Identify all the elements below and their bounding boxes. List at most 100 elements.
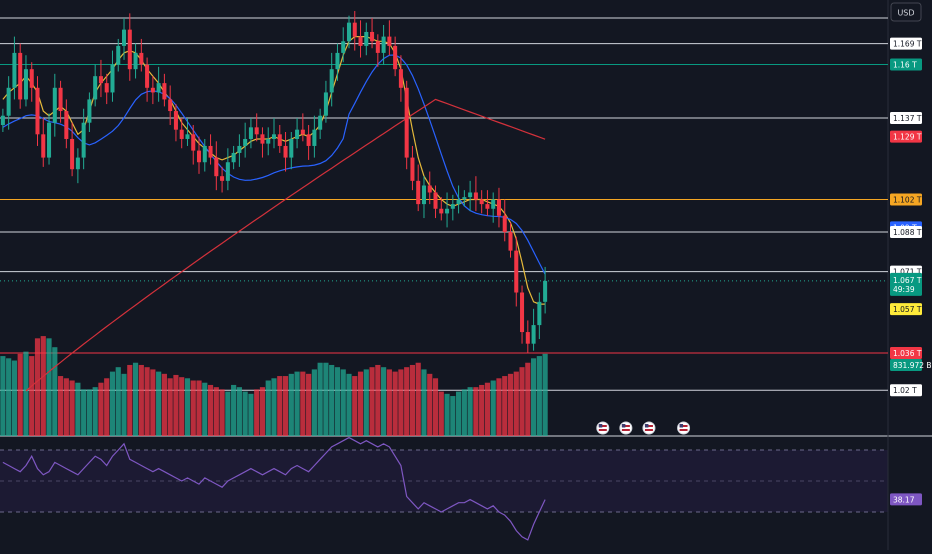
candle-body[interactable] [306, 134, 311, 146]
candle-body[interactable] [23, 69, 28, 100]
candle-body[interactable] [381, 36, 386, 53]
candle-body[interactable] [116, 45, 121, 65]
candle-body[interactable] [491, 199, 496, 209]
candle-body[interactable] [179, 129, 184, 139]
candle-body[interactable] [358, 36, 363, 46]
candle-body[interactable] [341, 41, 346, 53]
candle-body[interactable] [531, 325, 536, 344]
candle-body[interactable] [52, 87, 57, 123]
candle-body[interactable] [156, 83, 161, 93]
candle-body[interactable] [162, 83, 167, 100]
candle-body[interactable] [150, 87, 155, 93]
candle-body[interactable] [12, 52, 17, 88]
candle-body[interactable] [173, 111, 178, 130]
candle-body[interactable] [277, 134, 282, 146]
candle-body[interactable] [439, 208, 444, 214]
candle-body[interactable] [133, 52, 138, 70]
candle-body[interactable] [289, 138, 294, 158]
candle-body[interactable] [64, 111, 69, 139]
candle-body[interactable] [473, 192, 478, 200]
candle-body[interactable] [208, 145, 213, 158]
us-flag-icon[interactable] [619, 421, 633, 435]
candle-body[interactable] [196, 150, 202, 163]
candle-body[interactable] [404, 87, 409, 158]
candle-body[interactable] [248, 127, 253, 139]
candle-body[interactable] [468, 192, 473, 198]
candle-body[interactable] [312, 129, 317, 146]
candle-body[interactable] [346, 22, 352, 42]
candle-body[interactable] [139, 52, 144, 65]
candle-body[interactable] [479, 199, 484, 205]
us-flag-icon[interactable] [642, 421, 656, 435]
candle-body[interactable] [104, 83, 109, 93]
candle-body[interactable] [427, 185, 432, 193]
candle-body[interactable] [110, 64, 115, 93]
candle-body[interactable] [514, 250, 519, 293]
candle-body[interactable] [450, 204, 455, 209]
candle-body[interactable] [537, 301, 542, 326]
candle-body[interactable] [295, 129, 300, 139]
candle-body[interactable] [393, 45, 398, 70]
us-flag-icon[interactable] [677, 421, 691, 435]
candle-body[interactable] [300, 129, 305, 135]
candle-body[interactable] [231, 152, 236, 163]
event-markers[interactable] [596, 421, 691, 435]
candle-body[interactable] [318, 115, 323, 130]
candle-body[interactable] [75, 157, 80, 170]
candle-body[interactable] [214, 157, 219, 177]
candle-body[interactable] [271, 134, 277, 139]
candle-body[interactable] [502, 215, 507, 233]
candle-body[interactable] [462, 197, 467, 200]
candle-body[interactable] [254, 127, 259, 135]
candle-body[interactable] [433, 192, 438, 209]
candle-body[interactable] [375, 41, 380, 53]
candle-body[interactable] [266, 138, 271, 144]
candle-body[interactable] [0, 115, 5, 126]
candle-body[interactable] [70, 138, 75, 170]
candle-body[interactable] [35, 87, 40, 135]
candle-body[interactable] [398, 69, 403, 88]
candle-body[interactable] [496, 199, 501, 216]
candle-body[interactable] [243, 138, 248, 146]
candle-body[interactable] [370, 31, 375, 42]
candle-body[interactable] [456, 199, 461, 205]
candle-body[interactable] [18, 52, 23, 100]
candle-body[interactable] [98, 76, 103, 84]
candle-body[interactable] [323, 92, 328, 116]
currency-button[interactable]: USD [890, 2, 922, 22]
us-flag-icon[interactable] [596, 421, 610, 435]
candle-body[interactable] [543, 280, 548, 302]
candle-body[interactable] [47, 122, 52, 158]
candle-body[interactable] [127, 29, 132, 70]
candle-body[interactable] [185, 134, 190, 139]
candle-body[interactable] [520, 292, 525, 333]
candle-body[interactable] [260, 134, 265, 144]
candle-body[interactable] [525, 332, 530, 344]
candle-body[interactable] [6, 87, 11, 116]
candle-body[interactable] [202, 145, 207, 163]
candle-body[interactable] [58, 87, 63, 112]
candle-body[interactable] [220, 176, 225, 181]
candle-body[interactable] [87, 99, 92, 123]
candle-body[interactable] [237, 145, 242, 153]
candle-body[interactable] [283, 145, 288, 158]
candle-body[interactable] [122, 29, 127, 46]
candlesticks[interactable] [0, 11, 548, 353]
candle-body[interactable] [93, 76, 98, 100]
candle-body[interactable] [364, 31, 369, 46]
candle-body[interactable] [329, 69, 334, 93]
candle-body[interactable] [41, 134, 46, 158]
candle-body[interactable] [410, 157, 415, 181]
candle-body[interactable] [191, 134, 196, 151]
candle-body[interactable] [225, 162, 230, 181]
candle-body[interactable] [416, 180, 421, 205]
candle-body[interactable] [485, 204, 490, 209]
candle-body[interactable] [421, 185, 426, 205]
candle-body[interactable] [387, 36, 392, 46]
candle-body[interactable] [508, 232, 513, 251]
candle-body[interactable] [81, 122, 86, 158]
candle-body[interactable] [29, 69, 34, 88]
candle-body[interactable] [168, 99, 173, 112]
